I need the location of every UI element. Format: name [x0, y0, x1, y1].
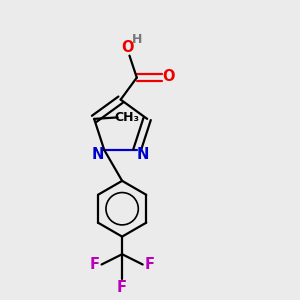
Text: N: N — [92, 147, 104, 162]
Text: O: O — [162, 69, 174, 84]
Text: F: F — [145, 257, 155, 272]
Text: O: O — [122, 40, 134, 55]
Text: F: F — [117, 280, 127, 296]
Text: H: H — [132, 33, 142, 46]
Text: N: N — [136, 147, 148, 162]
Text: CH₃: CH₃ — [115, 111, 140, 124]
Text: F: F — [89, 257, 99, 272]
